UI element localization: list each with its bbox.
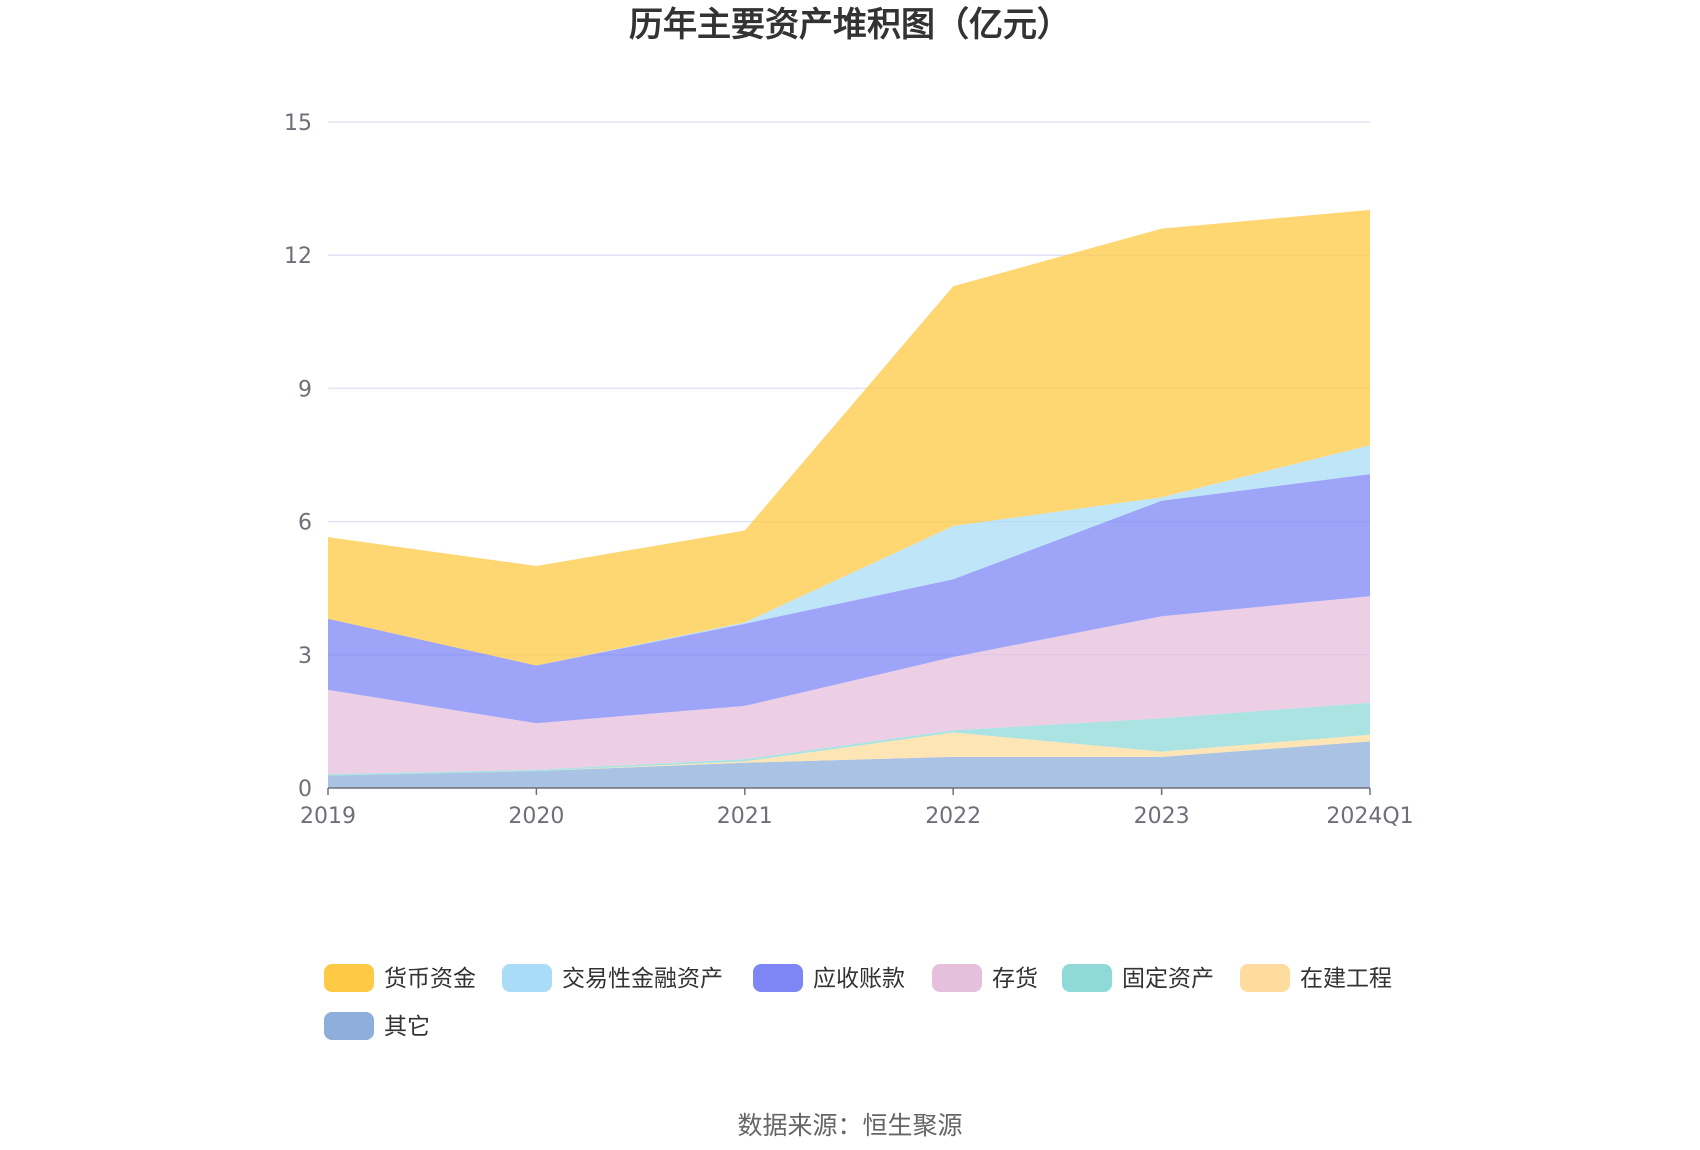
legend-label: 应收账款 xyxy=(813,966,905,992)
legend-swatch xyxy=(324,1012,374,1040)
y-tick-label: 15 xyxy=(284,111,312,136)
legend-swatch xyxy=(1240,964,1290,992)
area-series xyxy=(328,209,1370,666)
y-tick-label: 9 xyxy=(298,377,312,402)
legend-label: 货币资金 xyxy=(384,966,476,992)
legend-item[interactable]: 固定资产 xyxy=(1062,964,1214,992)
y-tick-label: 6 xyxy=(298,511,312,536)
area-series xyxy=(328,741,1370,788)
y-tick-label: 0 xyxy=(298,777,312,802)
x-tick-label: 2023 xyxy=(1134,804,1190,829)
legend-swatch xyxy=(502,964,552,992)
x-tick-label: 2024Q1 xyxy=(1326,804,1413,829)
area-series xyxy=(328,474,1370,724)
legend-label: 其它 xyxy=(384,1014,430,1040)
legend-swatch xyxy=(753,964,803,992)
x-tick-label: 2019 xyxy=(300,804,356,829)
legend-label: 固定资产 xyxy=(1122,966,1214,992)
stacked-areas xyxy=(328,209,1370,788)
legend-item[interactable]: 存货 xyxy=(932,964,1038,992)
legend-swatch xyxy=(932,964,982,992)
legend-item[interactable]: 在建工程 xyxy=(1240,964,1392,992)
legend-item[interactable]: 货币资金 xyxy=(324,964,476,992)
area-series xyxy=(328,702,1370,776)
area-series xyxy=(328,732,1370,776)
legend-swatch xyxy=(324,964,374,992)
legend-item[interactable]: 其它 xyxy=(324,1012,430,1040)
legend-item[interactable]: 交易性金融资产 xyxy=(502,964,723,992)
legend-label: 存货 xyxy=(992,966,1038,992)
y-tick-label: 3 xyxy=(298,644,312,669)
x-tick-label: 2021 xyxy=(717,804,773,829)
legend-swatch xyxy=(1062,964,1112,992)
legend-label: 在建工程 xyxy=(1300,966,1392,992)
legend-item[interactable]: 应收账款 xyxy=(753,964,905,992)
legend-label: 交易性金融资产 xyxy=(562,966,723,992)
x-tick-label: 2022 xyxy=(925,804,981,829)
area-series xyxy=(328,596,1370,775)
chart-title: 历年主要资产堆积图（亿元） xyxy=(629,5,1071,45)
y-tick-label: 12 xyxy=(284,244,312,269)
axes: 2019 2020 2021 2022 2023 2024Q1 xyxy=(300,787,1414,829)
x-tick-label: 2020 xyxy=(508,804,564,829)
source-label: 数据来源：恒生聚源 xyxy=(737,1111,962,1140)
